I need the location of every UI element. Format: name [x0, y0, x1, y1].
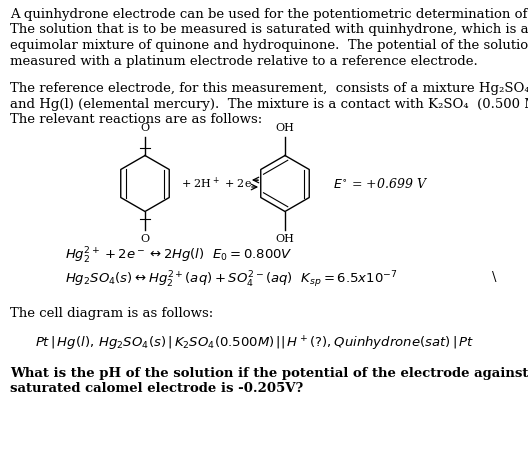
Text: A quinhydrone electrode can be used for the potentiometric determination of pH.: A quinhydrone electrode can be used for … [10, 8, 528, 21]
Text: What is the pH of the solution if the potential of the electrode against a: What is the pH of the solution if the po… [10, 367, 528, 379]
Text: measured with a platinum electrode relative to a reference electrode.: measured with a platinum electrode relat… [10, 55, 478, 68]
Text: $Hg_2SO_4(s)\leftrightarrow Hg_2^{2+}(aq)+SO_4^{2-}(aq)\ \ K_{sp}=6.5x10^{-7}$: $Hg_2SO_4(s)\leftrightarrow Hg_2^{2+}(aq… [65, 269, 398, 290]
Text: OH: OH [276, 234, 295, 243]
Text: $Hg_2^{2+}+2e^-\leftrightarrow 2Hg(l)\ \ E_0=0.800V$: $Hg_2^{2+}+2e^-\leftrightarrow 2Hg(l)\ \… [65, 245, 293, 266]
Text: $E^{\circ}$ = +0.699 V: $E^{\circ}$ = +0.699 V [333, 177, 428, 190]
Text: The cell diagram is as follows:: The cell diagram is as follows: [10, 307, 213, 321]
Text: The relevant reactions are as follows:: The relevant reactions are as follows: [10, 113, 262, 126]
Text: equimolar mixture of quinone and hydroquinone.  The potential of the solution is: equimolar mixture of quinone and hydroqu… [10, 39, 528, 52]
Text: + 2H$^+$ + 2e$^-$: + 2H$^+$ + 2e$^-$ [181, 176, 260, 191]
Text: \: \ [492, 272, 496, 284]
Text: $Pt\,|\,Hg(l),\,Hg_2SO_4(s)\,|\,K_2SO_4(0.500M)\,||\,H^+(?),Quinhydrone(sat)\,|\: $Pt\,|\,Hg(l),\,Hg_2SO_4(s)\,|\,K_2SO_4(… [35, 335, 474, 353]
Text: and Hg(l) (elemental mercury).  The mixture is a contact with K₂SO₄  (0.500 M).: and Hg(l) (elemental mercury). The mixtu… [10, 97, 528, 110]
Text: The reference electrode, for this measurement,  consists of a mixture Hg₂SO₄(s): The reference electrode, for this measur… [10, 82, 528, 95]
Text: OH: OH [276, 124, 295, 133]
Text: The solution that is to be measured is saturated with quinhydrone, which is an: The solution that is to be measured is s… [10, 24, 528, 37]
Text: saturated calomel electrode is -0.205V?: saturated calomel electrode is -0.205V? [10, 382, 303, 395]
Text: O: O [140, 124, 149, 133]
Text: O: O [140, 234, 149, 243]
